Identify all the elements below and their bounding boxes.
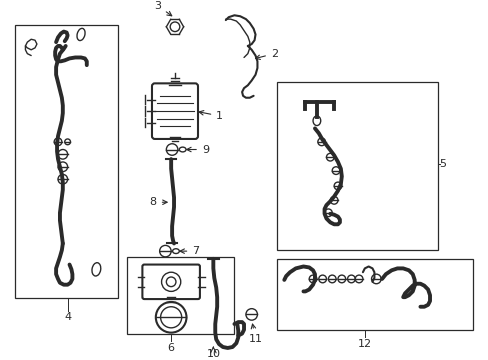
Text: 1: 1	[199, 111, 223, 121]
Text: 4: 4	[64, 312, 71, 323]
Text: 12: 12	[357, 339, 371, 349]
Text: 3: 3	[154, 1, 171, 16]
Bar	[127, 257, 234, 334]
Text: 9: 9	[186, 144, 208, 154]
Bar	[15, 25, 118, 298]
Text: 5: 5	[439, 159, 446, 169]
Text: 11: 11	[248, 324, 262, 343]
Bar	[276, 259, 472, 330]
Text: 2: 2	[255, 49, 277, 59]
Text: 6: 6	[167, 343, 174, 353]
Text: 10: 10	[206, 349, 220, 359]
Text: 7: 7	[180, 246, 199, 256]
Text: 8: 8	[149, 197, 167, 207]
Bar	[276, 82, 437, 250]
